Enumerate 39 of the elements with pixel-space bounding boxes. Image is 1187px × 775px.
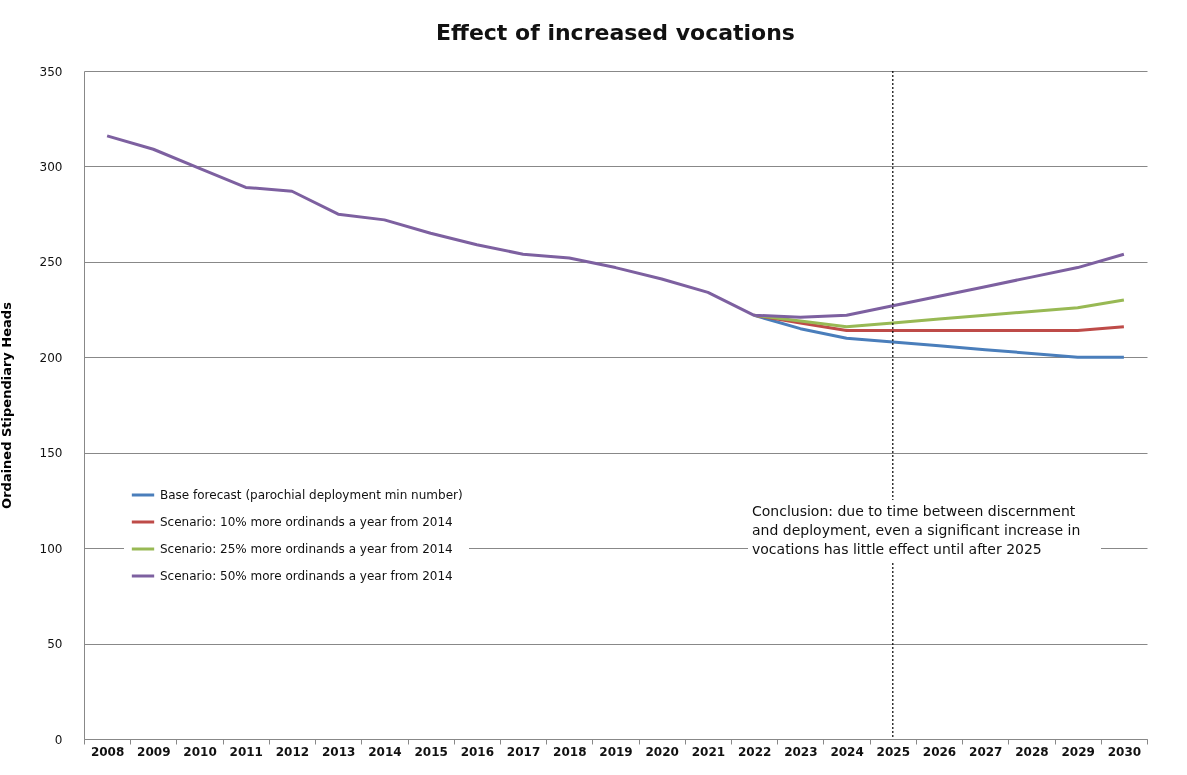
- chart-title: Effect of increased vocations: [436, 20, 795, 45]
- y-tick-label: 350: [39, 64, 63, 79]
- x-tick-label: 2029: [1061, 744, 1095, 759]
- annotation: Conclusion: due to time between discernment and deployment, even a significant increase in vocations has little effect until after 2025: [748, 500, 1101, 561]
- y-tick-label: 100: [39, 541, 63, 556]
- x-tick-label: 2010: [183, 744, 217, 759]
- y-tick-label: 200: [39, 350, 63, 365]
- x-tick-label: 2019: [599, 744, 633, 759]
- x-tick-label: 2023: [784, 744, 818, 759]
- x-tick-label: 2025: [876, 744, 911, 759]
- y-tick-label: 300: [39, 159, 63, 174]
- x-tick-label: 2026: [922, 744, 957, 759]
- x-tick-label: 2024: [830, 744, 864, 759]
- x-tick-label: 2020: [645, 744, 679, 759]
- x-tick-label: 2014: [368, 744, 402, 759]
- x-tick-label: 2028: [1015, 744, 1049, 759]
- x-tick-label: 2008: [90, 744, 125, 759]
- x-tick-label: 2015: [414, 744, 448, 759]
- x-tick-label: 2021: [691, 744, 726, 759]
- legend-label: Scenario: 25% more ordinands a year from 2014: [160, 542, 453, 556]
- x-tick-label: 2030: [1107, 744, 1142, 759]
- x-tick-label: 2017: [506, 744, 541, 759]
- y-tick-label: 0: [54, 732, 63, 747]
- y-tick-label: 250: [39, 255, 63, 270]
- legend-label: Scenario: 50% more ordinands a year from 2014: [160, 569, 453, 583]
- x-tick-label: 2016: [460, 744, 495, 759]
- legend-label: Scenario: 10% more ordinands a year from 2014: [160, 515, 453, 529]
- x-tick-label: 2011: [229, 744, 263, 759]
- x-tick-label: 2022: [737, 744, 772, 759]
- x-tick-label: 2013: [321, 744, 356, 759]
- legend-label: Base forecast (parochial deployment min number): [160, 488, 463, 502]
- y-tick-label: 50: [47, 637, 63, 652]
- y-axis-title: Ordained Stipendiary Heads: [0, 301, 14, 509]
- y-tick-label: 150: [39, 446, 63, 461]
- x-tick-label: 2009: [137, 744, 171, 759]
- line-series: [105, 134, 1126, 319]
- x-tick-label: 2018: [553, 744, 587, 759]
- x-tick-label: 2012: [275, 744, 310, 759]
- x-tick-label: 2027: [969, 744, 1003, 759]
